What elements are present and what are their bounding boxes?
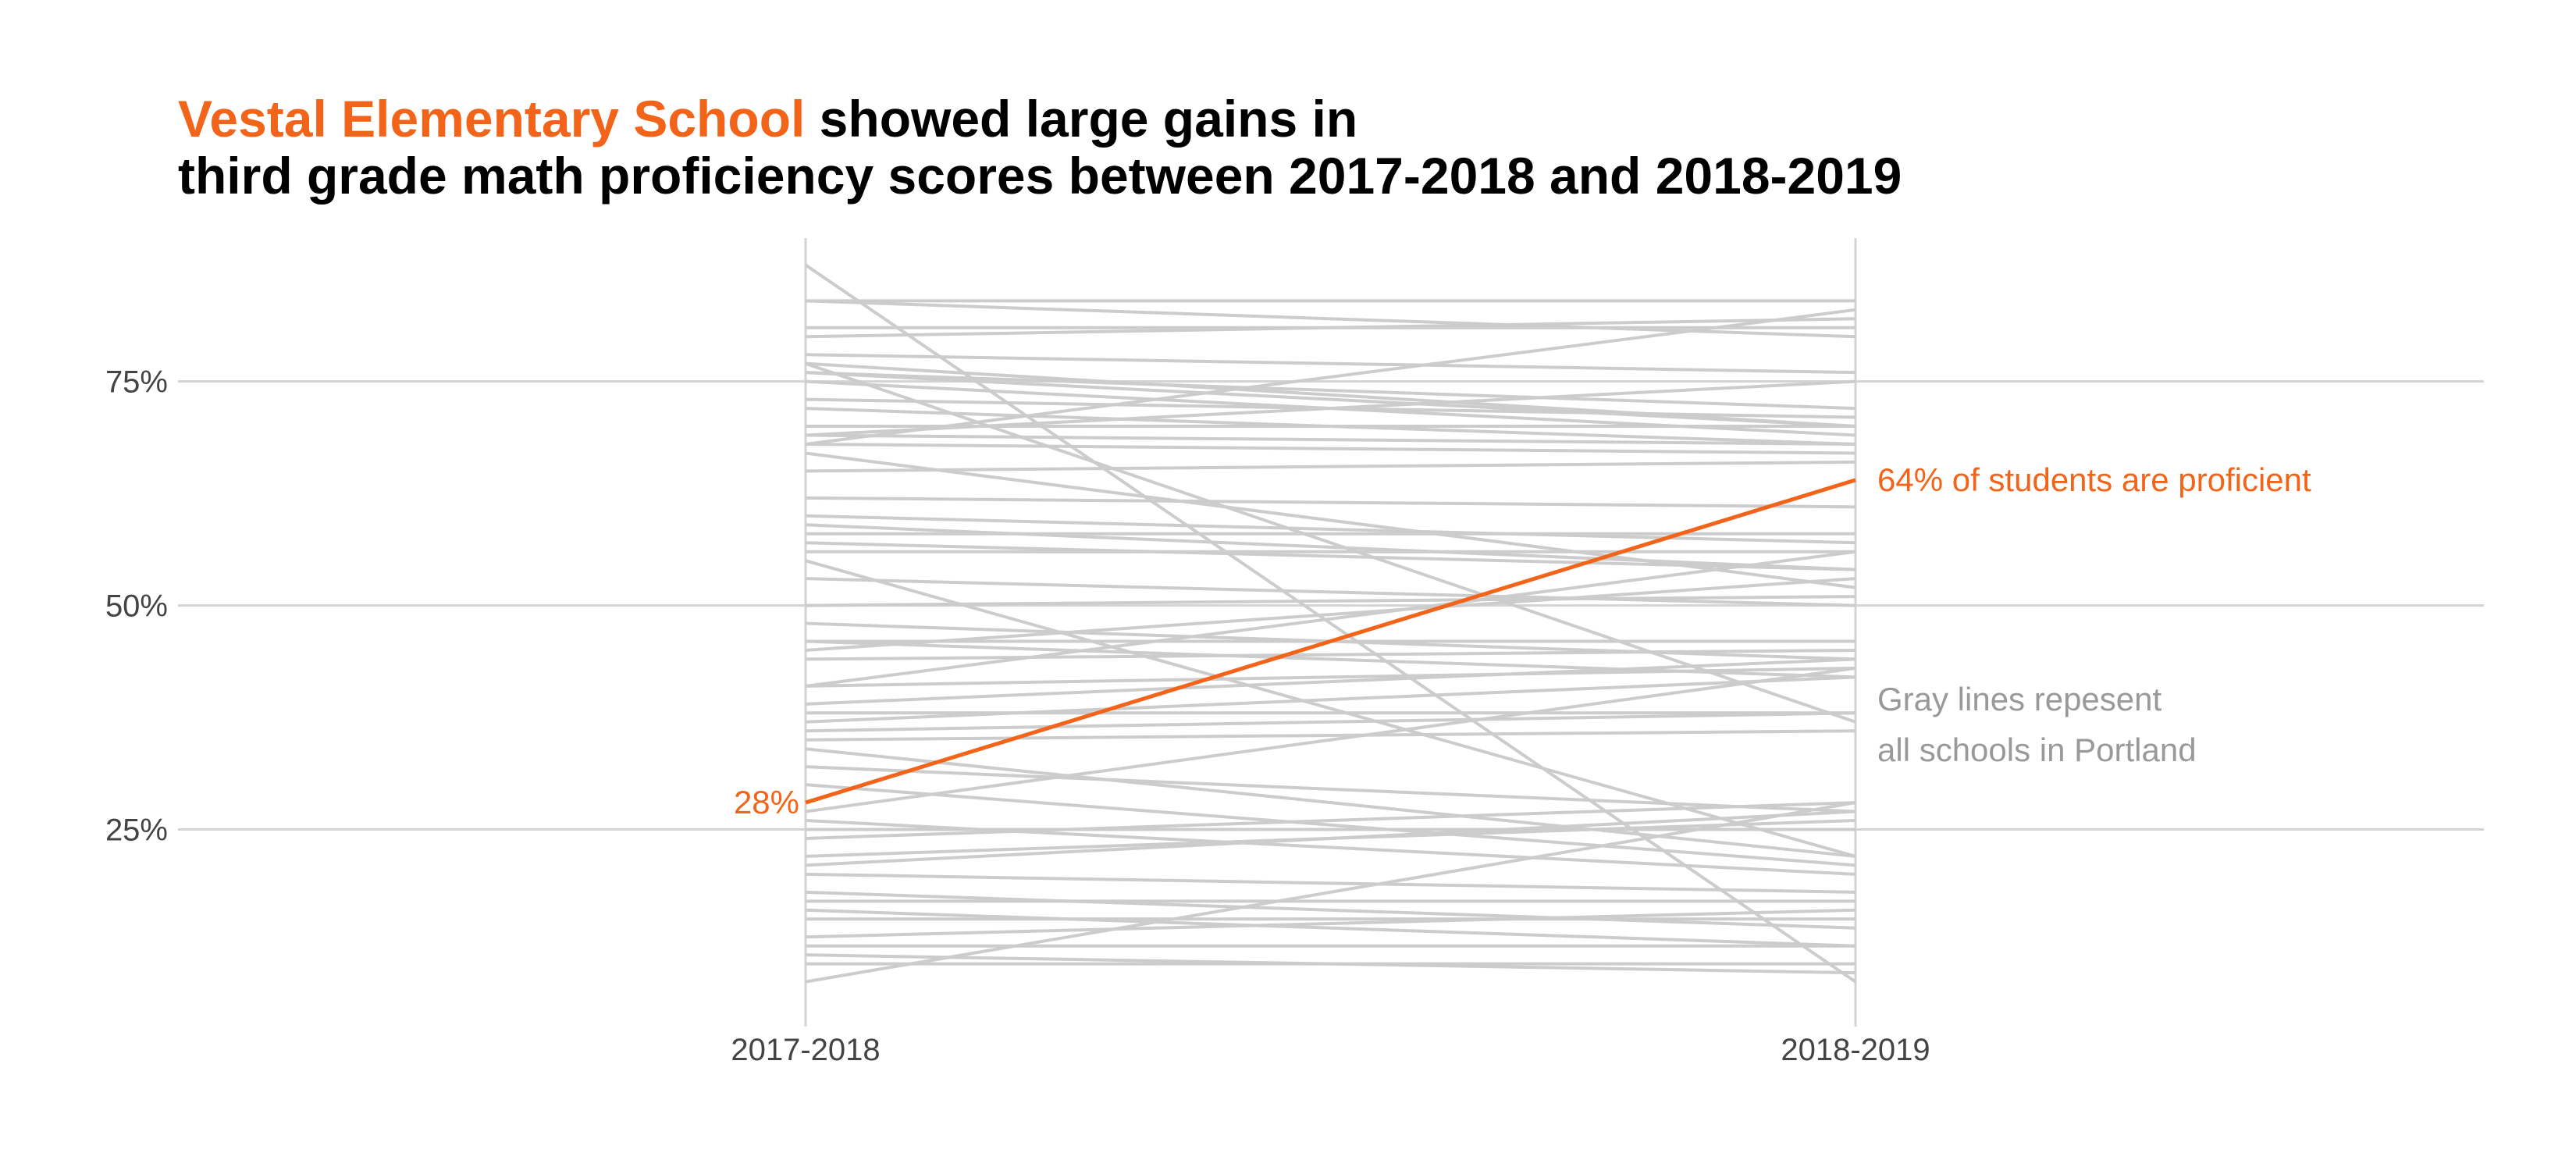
y-axis-tick-labels: 25% 50% 75% (105, 365, 168, 848)
school-line (805, 595, 1856, 607)
school-line (805, 908, 1856, 939)
school-line (805, 801, 1856, 840)
gridlines (178, 238, 2484, 1027)
highlight-series (805, 478, 1856, 805)
start-value-label: 28% (734, 784, 799, 820)
gray-lines-note-line-2: all schools in Portland (1877, 731, 2197, 768)
school-line (805, 648, 1856, 661)
school-line (805, 371, 1856, 411)
school-line (805, 801, 1856, 984)
x-tick-label: 2018-2019 (1781, 1033, 1930, 1067)
school-line (805, 317, 1856, 339)
school-line (805, 675, 1856, 724)
chart-title-line-1: Vestal Elementary School showed large ga… (178, 90, 1357, 148)
school-line (805, 550, 1856, 688)
end-value-label: 64% of students are proficient (1877, 461, 2311, 498)
school-line (805, 666, 1856, 688)
chart-title-line-2: third grade math proficiency scores betw… (178, 147, 1902, 205)
school-line (805, 460, 1856, 473)
school-line (805, 872, 1856, 894)
x-axis-tick-labels: 2017-2018 2018-2019 (731, 1033, 1930, 1067)
school-line (805, 496, 1856, 509)
title-highlight-school: Vestal Elementary School (178, 90, 805, 148)
background-series-lines (804, 263, 1857, 984)
y-tick-label: 25% (105, 813, 168, 848)
vestal-line (805, 478, 1856, 805)
y-tick-label: 75% (105, 365, 168, 400)
school-line (805, 308, 1856, 446)
school-line (805, 577, 1856, 652)
school-line (805, 353, 1856, 375)
school-line (805, 908, 1856, 948)
school-line (805, 541, 1856, 571)
school-line (805, 442, 1856, 455)
school-line (805, 711, 1856, 733)
school-line (804, 263, 1857, 984)
school-line (805, 577, 1856, 607)
school-line (805, 433, 1856, 446)
school-line (805, 729, 1856, 742)
school-line (805, 371, 1856, 429)
y-tick-label: 50% (105, 589, 168, 624)
school-line (805, 747, 1856, 858)
x-tick-label: 2017-2018 (731, 1033, 880, 1067)
title-rest-line-1: showed large gains in (805, 90, 1357, 148)
gray-lines-note-line-1: Gray lines repesent (1877, 681, 2162, 717)
school-line (805, 379, 1856, 437)
school-line (805, 514, 1856, 545)
school-line (805, 890, 1856, 930)
school-line (805, 810, 1856, 867)
school-line (805, 765, 1856, 813)
school-line (805, 666, 1856, 813)
school-line (805, 783, 1856, 867)
school-line (805, 657, 1856, 706)
